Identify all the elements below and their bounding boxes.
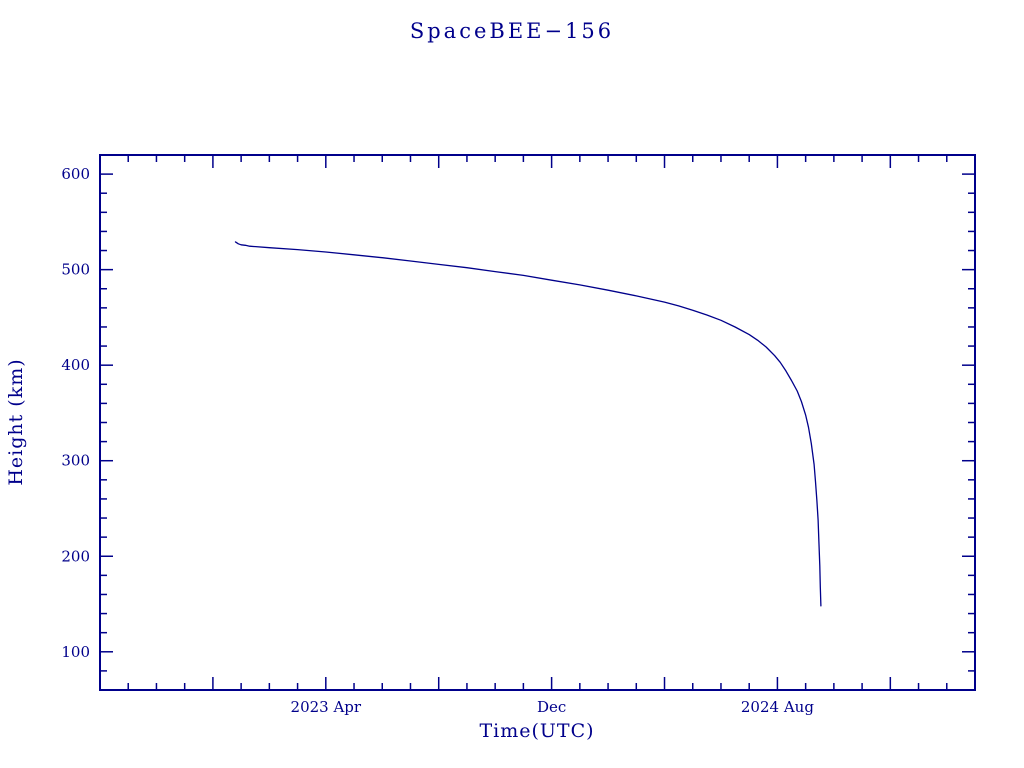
x-tick-label: 2024 Aug <box>741 698 814 716</box>
axis-ticks <box>100 155 975 690</box>
y-axis-label: Height (km) <box>5 358 27 485</box>
x-tick-label: 2023 Apr <box>291 698 362 716</box>
axis-tick-labels: 100 200 300 400 500 600 2023 Apr Dec 2024 Aug <box>61 165 814 716</box>
plot-frame <box>99 154 976 691</box>
y-tick-label: 100 <box>61 643 90 661</box>
height-decay-line <box>234 241 822 607</box>
y-tick-label: 200 <box>61 547 90 565</box>
y-tick-label: 300 <box>61 452 90 470</box>
frame-rect <box>99 154 976 691</box>
y-tick-label: 600 <box>61 165 90 183</box>
x-tick-label: Dec <box>537 698 566 716</box>
chart-title: SpaceBEE−156 <box>410 19 614 43</box>
y-tick-label: 400 <box>61 356 90 374</box>
y-tick-label: 500 <box>61 261 90 279</box>
data-line <box>234 241 822 607</box>
x-axis-label: Time(UTC) <box>479 720 594 742</box>
